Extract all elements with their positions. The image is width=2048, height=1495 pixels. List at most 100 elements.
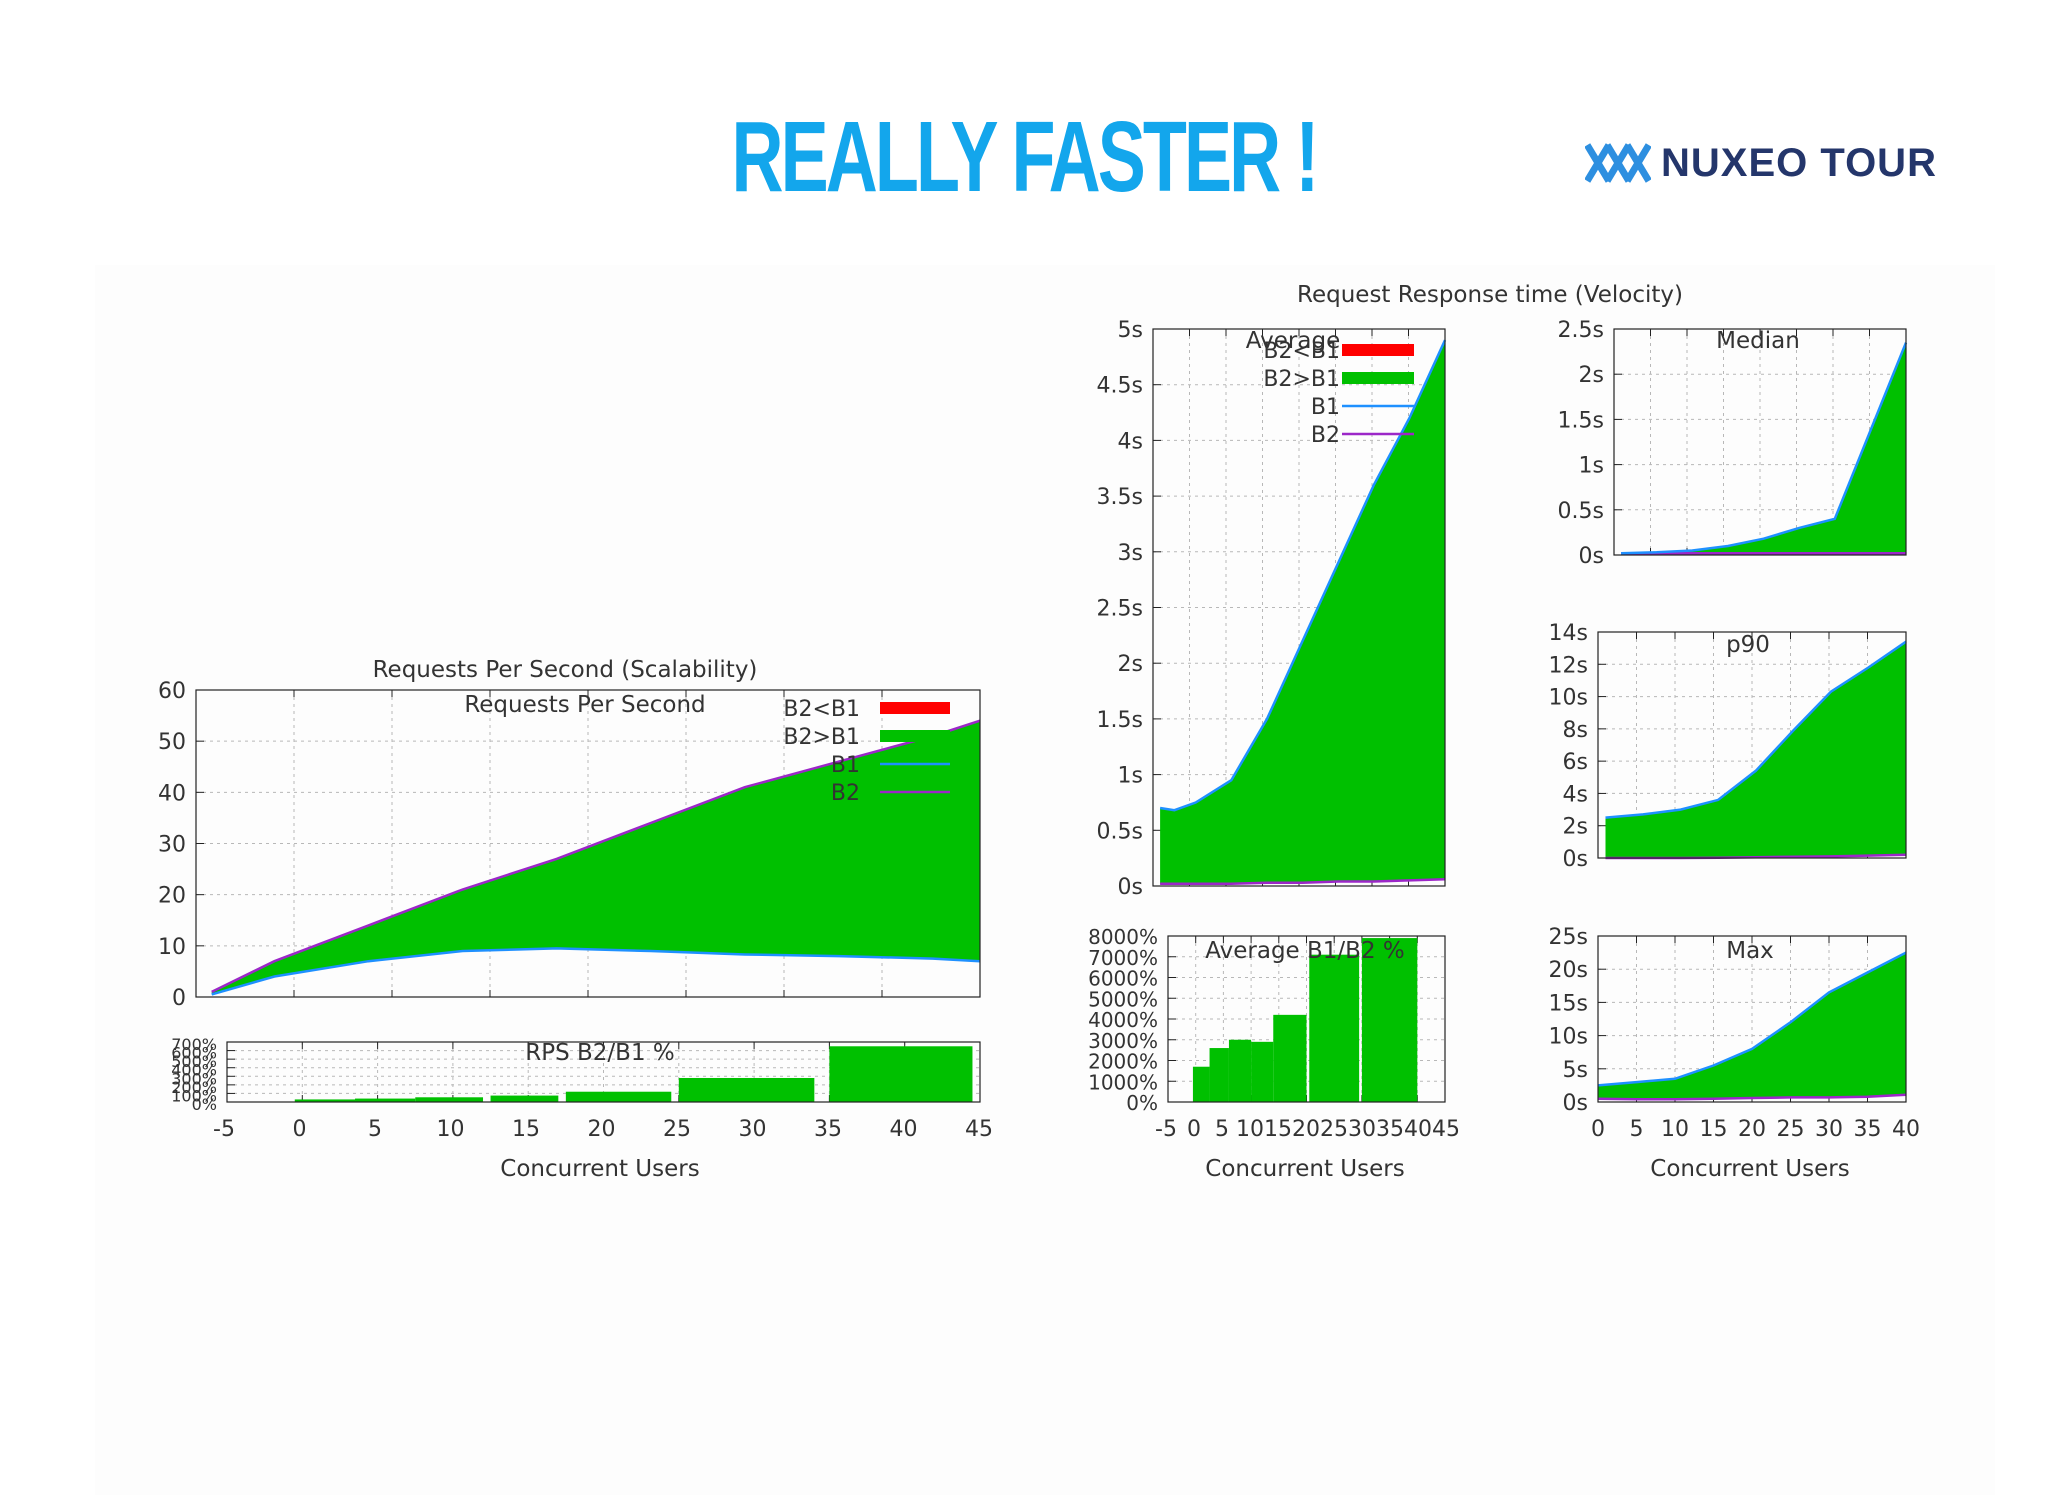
nuxeo-tour-logo: NUXEO TOUR [1585,138,1937,188]
legend-label: B2>B1 [783,725,860,750]
y-tick-label: 700% [171,1035,217,1054]
bar [565,1091,672,1102]
legend-label: B2 [831,781,860,806]
y-tick-label: 0.5s [1097,819,1143,844]
y-tick-label: 0% [192,1095,217,1114]
x-tick-label: 40 [1892,1117,1920,1142]
plot-frame [1613,328,1907,556]
slide-title: REALLY FASTER ! [731,101,1320,213]
x-tick-label: 0 [293,1117,307,1142]
x-tick-label: 45 [1432,1117,1460,1142]
y-tick-label: 5s [1118,318,1143,343]
y-tick-label: 2s [1563,815,1588,840]
x-tick-label: 20 [1738,1117,1766,1142]
x-tick-label: 30 [739,1117,767,1142]
area-b2-gt-b1 [211,720,980,995]
y-tick-label: 0s [1563,1091,1588,1116]
x-tick-label: 15 [1700,1117,1728,1142]
y-tick-label: 1000% [1088,1070,1158,1094]
y-tick-label: 40 [158,781,186,806]
plot-avg: 0s 0.5s 1s 1.5s 2s 2.5s 3s 3.5s 4s 4.5s 5s Request … [1097,282,1683,900]
y-tick-label: 0.5s [1558,499,1604,524]
x-tick-label: 0 [1187,1117,1201,1142]
y-tick-label: 500% [171,1052,217,1071]
y-tick-label: 20s [1549,958,1588,983]
plot-rps: 0 10 20 30 40 50 60 Requests Per Second (Scalab… [158,657,981,1011]
y-tick-label: 10 [158,935,186,960]
y-tick-label: 8s [1563,718,1588,743]
bar [1192,1066,1210,1102]
y-tick-label: 100% [171,1086,217,1105]
x-tick-label: 40 [1404,1117,1432,1142]
y-tick-label: 8000% [1088,925,1158,949]
bar [1251,1041,1274,1102]
plot-rps_ratio: 0%100%200%300%400%500%600%700% RPS B2/B1 … [171,1035,993,1182]
x-tick-label: 35 [1376,1117,1404,1142]
key-title: Requests Per Second [464,692,705,718]
chart-title: Average [1246,328,1340,354]
y-tick-label: 2.5s [1097,597,1143,622]
bar [1273,1014,1307,1102]
plot-frame [226,1041,981,1103]
legend-label: B2<B1 [1263,339,1340,364]
line-b1 [1621,342,1908,555]
bar [294,1099,356,1102]
line-b2 [1597,1093,1907,1101]
x-axis-label: Concurrent Users [1650,1156,1849,1182]
bar [1309,954,1360,1102]
bar [1361,938,1418,1102]
y-tick-label: 2000% [1088,1050,1158,1074]
x-tick-label: 25 [1777,1117,1805,1142]
legend-swatch [880,702,950,714]
x-tick-label: 35 [814,1117,842,1142]
x-tick-label: 10 [1236,1117,1264,1142]
chart-title: Max [1726,938,1774,964]
area-b2-gt-b1 [1621,342,1906,554]
y-tick-label: 1s [1579,454,1604,479]
y-tick-label: 5000% [1088,987,1158,1011]
y-tick-label: 10s [1549,686,1588,711]
bar [829,1046,973,1102]
x-tick-label: 35 [1854,1117,1882,1142]
y-tick-label: 1.5s [1097,708,1143,733]
x-tick-label: 5 [1215,1117,1229,1142]
line-b2 [1160,878,1446,886]
x-tick-label: 5 [368,1117,382,1142]
plot-max: 0s 5s 10s 15s 20s 25s Max 0 5 10 15 20 25 30 35 40 Concu… [1549,925,1920,1182]
y-tick-label: 4s [1118,429,1143,454]
x-tick-label: 25 [1320,1117,1348,1142]
bar [490,1095,559,1102]
figure-title: Request Response time (Velocity) [1297,282,1683,308]
y-tick-label: 20 [158,884,186,909]
y-tick-label: 1s [1118,764,1143,789]
bar [1228,1039,1252,1102]
y-tick-label: 7000% [1088,946,1158,970]
y-tick-label: 3s [1118,541,1143,566]
y-tick-label: 5s [1563,1058,1588,1083]
y-tick-label: 14s [1549,621,1588,646]
y-tick-label: 30 [158,833,186,858]
bar [1209,1048,1229,1102]
plot-frame [1167,935,1446,1103]
bar [415,1097,484,1102]
area-b2-gt-b1 [1598,952,1906,1100]
y-tick-label: 0s [1118,875,1143,900]
x-tick-label: 15 [512,1117,540,1142]
legend-label: B1 [831,753,860,778]
legend-label: B2<B1 [783,697,860,722]
bar [355,1098,416,1102]
y-tick-label: 300% [171,1069,217,1088]
x-tick-label: 45 [965,1117,993,1142]
x-tick-label: 10 [437,1117,465,1142]
x-tick-label: 10 [1661,1117,1689,1142]
line-b1 [1605,640,1907,819]
y-tick-label: 3.5s [1097,485,1143,510]
y-tick-label: 600% [171,1044,217,1063]
y-tick-label: 2s [1579,363,1604,388]
figure-panel [95,265,1995,1495]
chart-title: RPS B2/B1 % [525,1040,675,1066]
chart-title: Average B1/B2 % [1205,938,1405,964]
line-b1 [1159,339,1447,812]
legend-label: B2>B1 [1263,367,1340,392]
